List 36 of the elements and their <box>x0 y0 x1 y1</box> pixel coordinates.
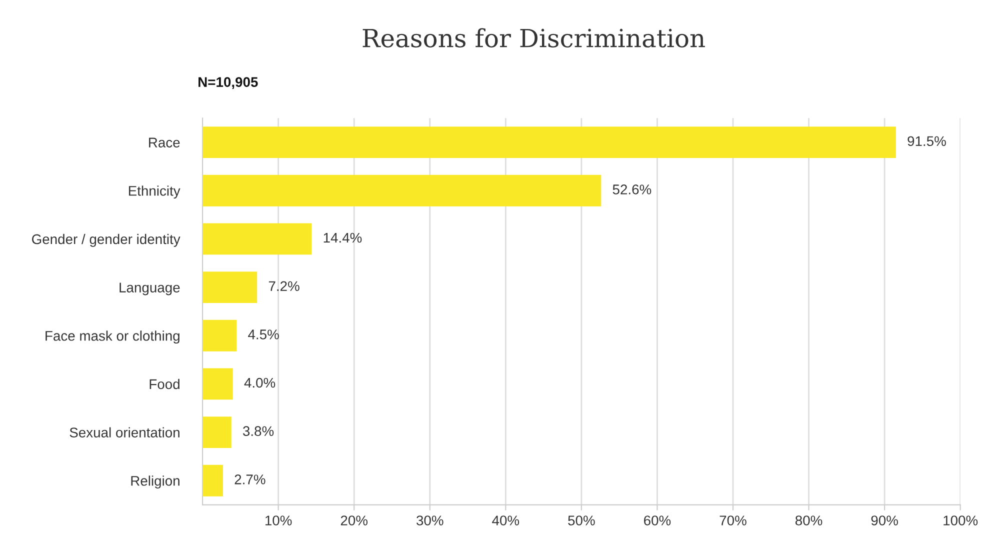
x-tick-label: 90% <box>871 516 898 526</box>
data-label: 4.5% <box>248 330 279 340</box>
data-label: 2.7% <box>234 474 266 484</box>
x-tick-label: 10% <box>265 516 292 526</box>
data-label: 14.4% <box>324 232 362 243</box>
x-tick-label: 100% <box>944 516 978 526</box>
chart-title: Reasons for Discrimination <box>362 28 705 48</box>
x-tick-label: 40% <box>492 516 520 526</box>
y-tick-label: Race <box>149 138 180 148</box>
bar <box>202 272 258 303</box>
x-tick-label: 80% <box>795 516 822 526</box>
bar <box>202 464 223 496</box>
x-tick-label: 20% <box>340 516 368 526</box>
x-tick-label: 70% <box>720 516 746 526</box>
bar <box>202 368 233 400</box>
chart-subtitle: N=10,905 <box>198 77 258 89</box>
bar <box>202 174 602 206</box>
x-tick-label: 60% <box>644 516 671 526</box>
data-label: 52.6% <box>612 184 652 194</box>
bar <box>202 320 237 352</box>
data-label: 7.2% <box>268 281 300 291</box>
bar <box>202 223 312 255</box>
y-tick-label: Ethnicity <box>128 186 180 199</box>
y-tick-label: Language <box>120 282 180 296</box>
bar <box>202 126 896 158</box>
x-tick-label: 30% <box>416 516 444 526</box>
y-tick-label: Face mask or clothing <box>46 330 180 344</box>
data-label: 91.5% <box>908 136 946 146</box>
y-tick-label: Food <box>150 378 180 390</box>
data-label: 3.8% <box>242 426 274 436</box>
x-tick-label: 50% <box>568 516 595 526</box>
bar <box>202 416 232 448</box>
y-tick-label: Sexual orientation <box>70 427 180 438</box>
data-label: 4.0% <box>244 378 276 388</box>
y-tick-label: Religion <box>131 476 180 489</box>
y-tick-label: Gender / gender identity <box>32 234 180 247</box>
